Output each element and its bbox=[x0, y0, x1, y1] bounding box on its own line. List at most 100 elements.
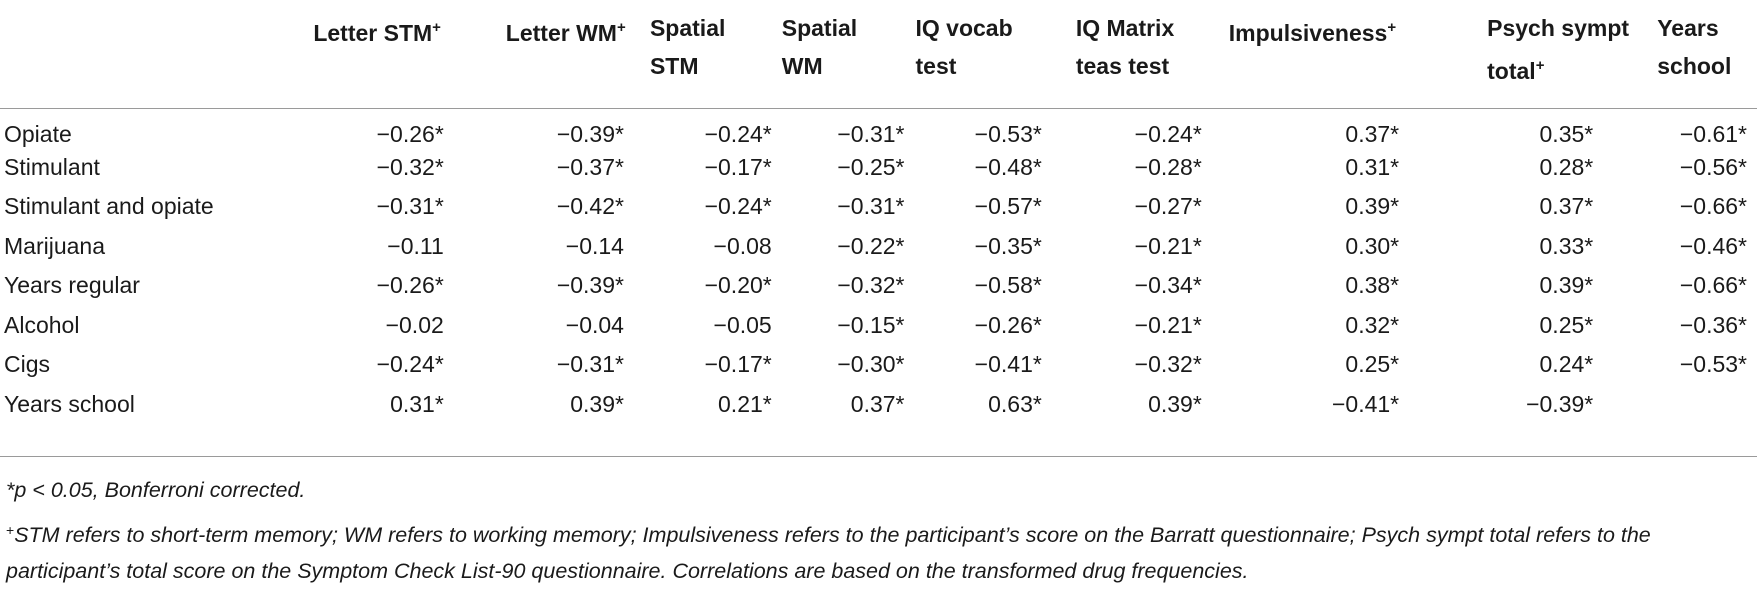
table-cell: 0.37* bbox=[850, 390, 905, 417]
column-header-mark: + bbox=[1535, 57, 1545, 74]
column-header-text: Years school bbox=[1657, 9, 1731, 85]
column-header-line2: STM bbox=[649, 53, 699, 79]
table-cell: −0.39* bbox=[556, 120, 624, 147]
table-cell: −0.58* bbox=[974, 272, 1042, 299]
table-row: Stimulant and opiate −0.31* −0.42* −0.24* −0… bbox=[0, 187, 1757, 227]
table-cell: 0.21* bbox=[718, 390, 772, 417]
table-cell: −0.28* bbox=[1134, 153, 1202, 180]
footnote-mark: + bbox=[6, 522, 15, 538]
table-cell: 0.33* bbox=[1539, 232, 1594, 259]
table-header: Letter STM+ Letter WM+ Spatial STM Spatial WM… bbox=[0, 0, 1757, 109]
column-header-text: Spatial WM bbox=[782, 9, 857, 85]
table-cell: −0.61* bbox=[1679, 120, 1747, 147]
table-cell: −0.04 bbox=[565, 311, 624, 338]
table-cell: 0.39* bbox=[1148, 390, 1202, 417]
table-cell: 0.31* bbox=[390, 390, 444, 417]
table-cell: −0.31* bbox=[556, 351, 624, 378]
column-header-line1: Spatial bbox=[649, 15, 726, 41]
column-header-line1: Letter STM bbox=[313, 20, 433, 46]
column-header-text: IQ vocab test bbox=[916, 9, 1013, 85]
table-cell: −0.15* bbox=[837, 311, 905, 338]
table-cell: −0.21* bbox=[1134, 311, 1202, 338]
table-bottom-rule bbox=[0, 456, 1757, 457]
table-cell: −0.32* bbox=[1134, 351, 1202, 378]
table-row: Stimulant −0.32* −0.37* −0.17* −0.25* −0.48* −… bbox=[0, 148, 1757, 188]
table-row: Alcohol −0.02 −0.04 −0.05 −0.15* −0.26* −0.21*… bbox=[0, 306, 1757, 346]
column-header-line1: IQ Matrix bbox=[1075, 15, 1175, 41]
column-header-line1: Spatial bbox=[781, 15, 858, 41]
column-header: Spatial STM bbox=[649, 0, 780, 109]
table-cell: −0.26* bbox=[376, 272, 444, 299]
table-cell: −0.17* bbox=[704, 153, 772, 180]
table-cell: −0.24* bbox=[704, 193, 772, 220]
row-label: Years regular bbox=[4, 272, 140, 299]
column-header-text: Spatial STM bbox=[650, 9, 725, 85]
column-header-line2: total bbox=[1487, 58, 1536, 84]
column-header-mark: + bbox=[616, 19, 626, 36]
footnote-abbreviations: +STM refers to short-term memory; WM ref… bbox=[6, 512, 1746, 589]
row-label: Stimulant and opiate bbox=[4, 193, 214, 220]
table-cell: −0.22* bbox=[837, 232, 905, 259]
table-cell: −0.41* bbox=[974, 351, 1042, 378]
table-cell: −0.05 bbox=[713, 311, 772, 338]
column-header: Years school bbox=[1654, 0, 1757, 109]
table-cell: 0.25* bbox=[1345, 351, 1400, 378]
correlation-table: Letter STM+ Letter WM+ Spatial STM Spatial WM… bbox=[0, 0, 1757, 424]
table-cell: −0.53* bbox=[1679, 351, 1747, 378]
column-header-line1: Impulsiveness bbox=[1228, 20, 1388, 46]
table-cell: 0.39* bbox=[570, 390, 624, 417]
table-cell: −0.57* bbox=[974, 193, 1042, 220]
table-cell: −0.32* bbox=[837, 272, 905, 299]
table-cell: 0.37* bbox=[1345, 120, 1400, 147]
table-cell: −0.32* bbox=[376, 153, 444, 180]
column-header: Impulsiveness+ bbox=[1219, 0, 1452, 109]
column-header: Letter WM+ bbox=[463, 0, 650, 109]
header-row: Letter STM+ Letter WM+ Spatial STM Spatial WM… bbox=[0, 0, 1757, 109]
table-cell: 0.35* bbox=[1539, 120, 1594, 147]
column-header-line2: school bbox=[1657, 53, 1732, 79]
table-cell: −0.39* bbox=[556, 272, 624, 299]
column-header-text: Impulsiveness+ bbox=[1229, 9, 1396, 52]
correlation-table-container: Letter STM+ Letter WM+ Spatial STM Spatial WM… bbox=[0, 0, 1757, 424]
row-label: Alcohol bbox=[4, 311, 80, 338]
table-footnotes: *p < 0.05, Bonferroni corrected. +STM re… bbox=[6, 472, 1746, 589]
table-cell: −0.39* bbox=[1526, 390, 1594, 417]
table-row: Years regular −0.26* −0.39* −0.20* −0.32* −0.… bbox=[0, 266, 1757, 306]
column-header-line2: WM bbox=[781, 53, 823, 79]
table-cell: −0.08 bbox=[713, 232, 772, 259]
table-body: Opiate −0.26* −0.39* −0.24* −0.31* −0.53* −0.2… bbox=[0, 108, 1757, 424]
table-cell: −0.36* bbox=[1679, 311, 1747, 338]
table-cell: −0.30* bbox=[837, 351, 905, 378]
table-cell: −0.24* bbox=[1134, 120, 1202, 147]
table-cell: −0.26* bbox=[376, 120, 444, 147]
row-label: Marijuana bbox=[4, 232, 105, 259]
column-header-line2: test bbox=[915, 53, 957, 79]
column-header: Spatial WM bbox=[779, 0, 910, 109]
column-header-line1: Years bbox=[1657, 15, 1719, 41]
table-cell: 0.28* bbox=[1539, 153, 1594, 180]
table-cell: −0.24* bbox=[376, 351, 444, 378]
table-cell: −0.42* bbox=[556, 193, 624, 220]
header-corner-cell bbox=[0, 0, 267, 109]
table-cell: −0.20* bbox=[704, 272, 772, 299]
table-cell: −0.66* bbox=[1679, 272, 1747, 299]
column-header-line1: Letter WM bbox=[505, 20, 617, 46]
table-cell: −0.02 bbox=[385, 311, 444, 338]
column-header-text: Psych sympt total+ bbox=[1487, 9, 1629, 90]
footnote-abbreviations-text: STM refers to short-term memory; WM refe… bbox=[6, 523, 1651, 583]
table-cell: −0.21* bbox=[1134, 232, 1202, 259]
column-header-text: Letter STM+ bbox=[313, 9, 441, 52]
table-row: Cigs −0.24* −0.31* −0.17* −0.30* −0.41* −0.32*… bbox=[0, 345, 1757, 385]
table-cell: 0.30* bbox=[1345, 232, 1400, 259]
table-cell: −0.31* bbox=[837, 193, 905, 220]
table-row: Marijuana −0.11 −0.14 −0.08 −0.22* −0.35* −0.2… bbox=[0, 227, 1757, 267]
column-header-line1: IQ vocab bbox=[915, 15, 1013, 41]
row-label: Cigs bbox=[4, 351, 51, 378]
footnote-significance: *p < 0.05, Bonferroni corrected. bbox=[6, 478, 306, 502]
table-cell: −0.14 bbox=[565, 232, 624, 259]
column-header-text: Letter WM+ bbox=[506, 9, 626, 52]
table-cell: −0.25* bbox=[837, 153, 905, 180]
column-header-line2: teas test bbox=[1075, 53, 1170, 79]
table-cell: −0.17* bbox=[704, 351, 772, 378]
table-row: Years school 0.31* 0.39* 0.21* 0.37* 0.63* 0.3… bbox=[0, 385, 1757, 425]
